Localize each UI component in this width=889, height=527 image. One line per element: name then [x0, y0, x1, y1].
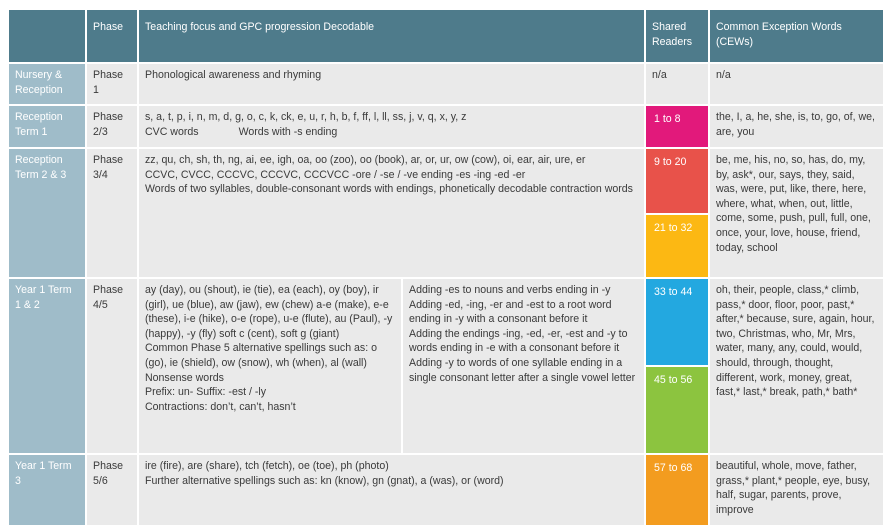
focus-line: Contractions: don’t, can’t, hasn’t	[145, 400, 296, 413]
cews-cell: oh, their, people, class,* climb, pass,*…	[708, 277, 885, 455]
phase-cell: Phase 2/3	[85, 104, 139, 149]
reader-range-badge: 45 to 56	[646, 365, 708, 453]
focus-line: ire (fire), are (share), tch (fetch), oe…	[145, 460, 389, 472]
stage-cell: Year 1 Term 1 & 2	[7, 277, 87, 455]
focus-line: Nonsense words	[145, 371, 224, 384]
focus-line: Prefix: un- Suffix: -est / -ly	[145, 386, 267, 399]
phase-cell: Phase 5/6	[85, 453, 139, 527]
stage-cell: Nursery & Reception	[7, 62, 87, 106]
readers-cell: n/a	[644, 62, 710, 106]
stage-cell: Year 1 Term 3	[7, 453, 87, 527]
focus-line: Adding -y to words of one syllable endin…	[409, 356, 636, 384]
focus-cell: zz, qu, ch, sh, th, ng, ai, ee, igh, oa,…	[137, 147, 646, 279]
table-row: Nursery & Reception Phase 1 Phonological…	[7, 62, 885, 106]
reader-range-badge: 33 to 44	[646, 279, 708, 365]
table-row: Year 1 Term 3 Phase 5/6 ire (fire), are …	[7, 453, 885, 527]
phase-cell: Phase 3/4	[85, 147, 139, 279]
focus-line: Words of two syllables, double-consonant…	[145, 183, 633, 196]
header-phase: Phase	[85, 8, 139, 64]
cews-cell: be, me, his, no, so, has, do, my, by, as…	[708, 147, 885, 279]
focus-line: CVC words Words with -s ending	[145, 125, 638, 140]
header-row: Phase Teaching focus and GPC progression…	[7, 8, 885, 64]
table-row: Year 1 Term 1 & 2 Phase 4/5 ay (day), ou…	[7, 277, 885, 455]
readers-cell: 9 to 20 21 to 32	[644, 147, 710, 279]
focus-line: CCVC, CVCC, CCCVC, CCCVC, CCCVCC -ore / …	[145, 168, 526, 181]
reader-range-badge: 57 to 68	[654, 462, 693, 474]
focus-line: Adding -ed, -ing, -er and -est to a root…	[409, 298, 612, 326]
readers-cell: 33 to 44 45 to 56	[644, 277, 710, 455]
readers-cell: 57 to 68	[644, 453, 710, 527]
reader-range-badge: 9 to 20	[646, 149, 708, 213]
focus-left-cell: ay (day), ou (shout), ie (tie), ea (each…	[137, 277, 403, 455]
reader-range-badge: 21 to 32	[646, 213, 708, 277]
focus-line: Further alternative spellings such as: k…	[145, 474, 504, 487]
stage-cell: Reception Term 2 & 3	[7, 147, 87, 279]
cews-cell: n/a	[708, 62, 885, 106]
phonics-progression-table: Phase Teaching focus and GPC progression…	[7, 8, 885, 527]
focus-cell: ire (fire), are (share), tch (fetch), oe…	[137, 453, 646, 527]
focus-line: Adding -es to nouns and verbs ending in …	[409, 284, 611, 296]
readers-cell: 1 to 8	[644, 104, 710, 149]
focus-line: ay (day), ou (shout), ie (tie), ea (each…	[145, 284, 393, 340]
focus-line: Phonological awareness and rhyming	[145, 69, 322, 81]
phase-cell: Phase 1	[85, 62, 139, 106]
header-stage-cell	[7, 8, 87, 64]
focus-cell: s, a, t, p, i, n, m, d, g, o, c, k, ck, …	[137, 104, 646, 149]
table-row: Reception Term 2 & 3 Phase 3/4 zz, qu, c…	[7, 147, 885, 279]
focus-line: Common Phase 5 alternative spellings suc…	[145, 342, 378, 369]
stage-cell: Reception Term 1	[7, 104, 87, 149]
phase-cell: Phase 4/5	[85, 277, 139, 455]
s-ending-label: Words with -s ending	[238, 125, 338, 138]
cews-cell: beautiful, whole, move, father, grass,* …	[708, 453, 885, 527]
cews-cell: the, I, a, he, she, is, to, go, of, we, …	[708, 104, 885, 149]
table-row: Reception Term 1 Phase 2/3 s, a, t, p, i…	[7, 104, 885, 149]
header-readers: Shared Readers	[644, 8, 710, 64]
reader-range-badge: 1 to 8	[654, 113, 681, 125]
cvc-words-label: CVC words	[145, 125, 199, 138]
header-cews: Common Exception Words (CEWs)	[708, 8, 885, 64]
focus-cell: Phonological awareness and rhyming	[137, 62, 646, 106]
focus-line: zz, qu, ch, sh, th, ng, ai, ee, igh, oa,…	[145, 154, 586, 166]
focus-line: Adding the endings -ing, -ed, -er, -est …	[409, 327, 628, 355]
focus-right-cell: Adding -es to nouns and verbs ending in …	[401, 277, 646, 455]
header-focus: Teaching focus and GPC progression Decod…	[137, 8, 646, 64]
focus-line: s, a, t, p, i, n, m, d, g, o, c, k, ck, …	[145, 111, 467, 123]
